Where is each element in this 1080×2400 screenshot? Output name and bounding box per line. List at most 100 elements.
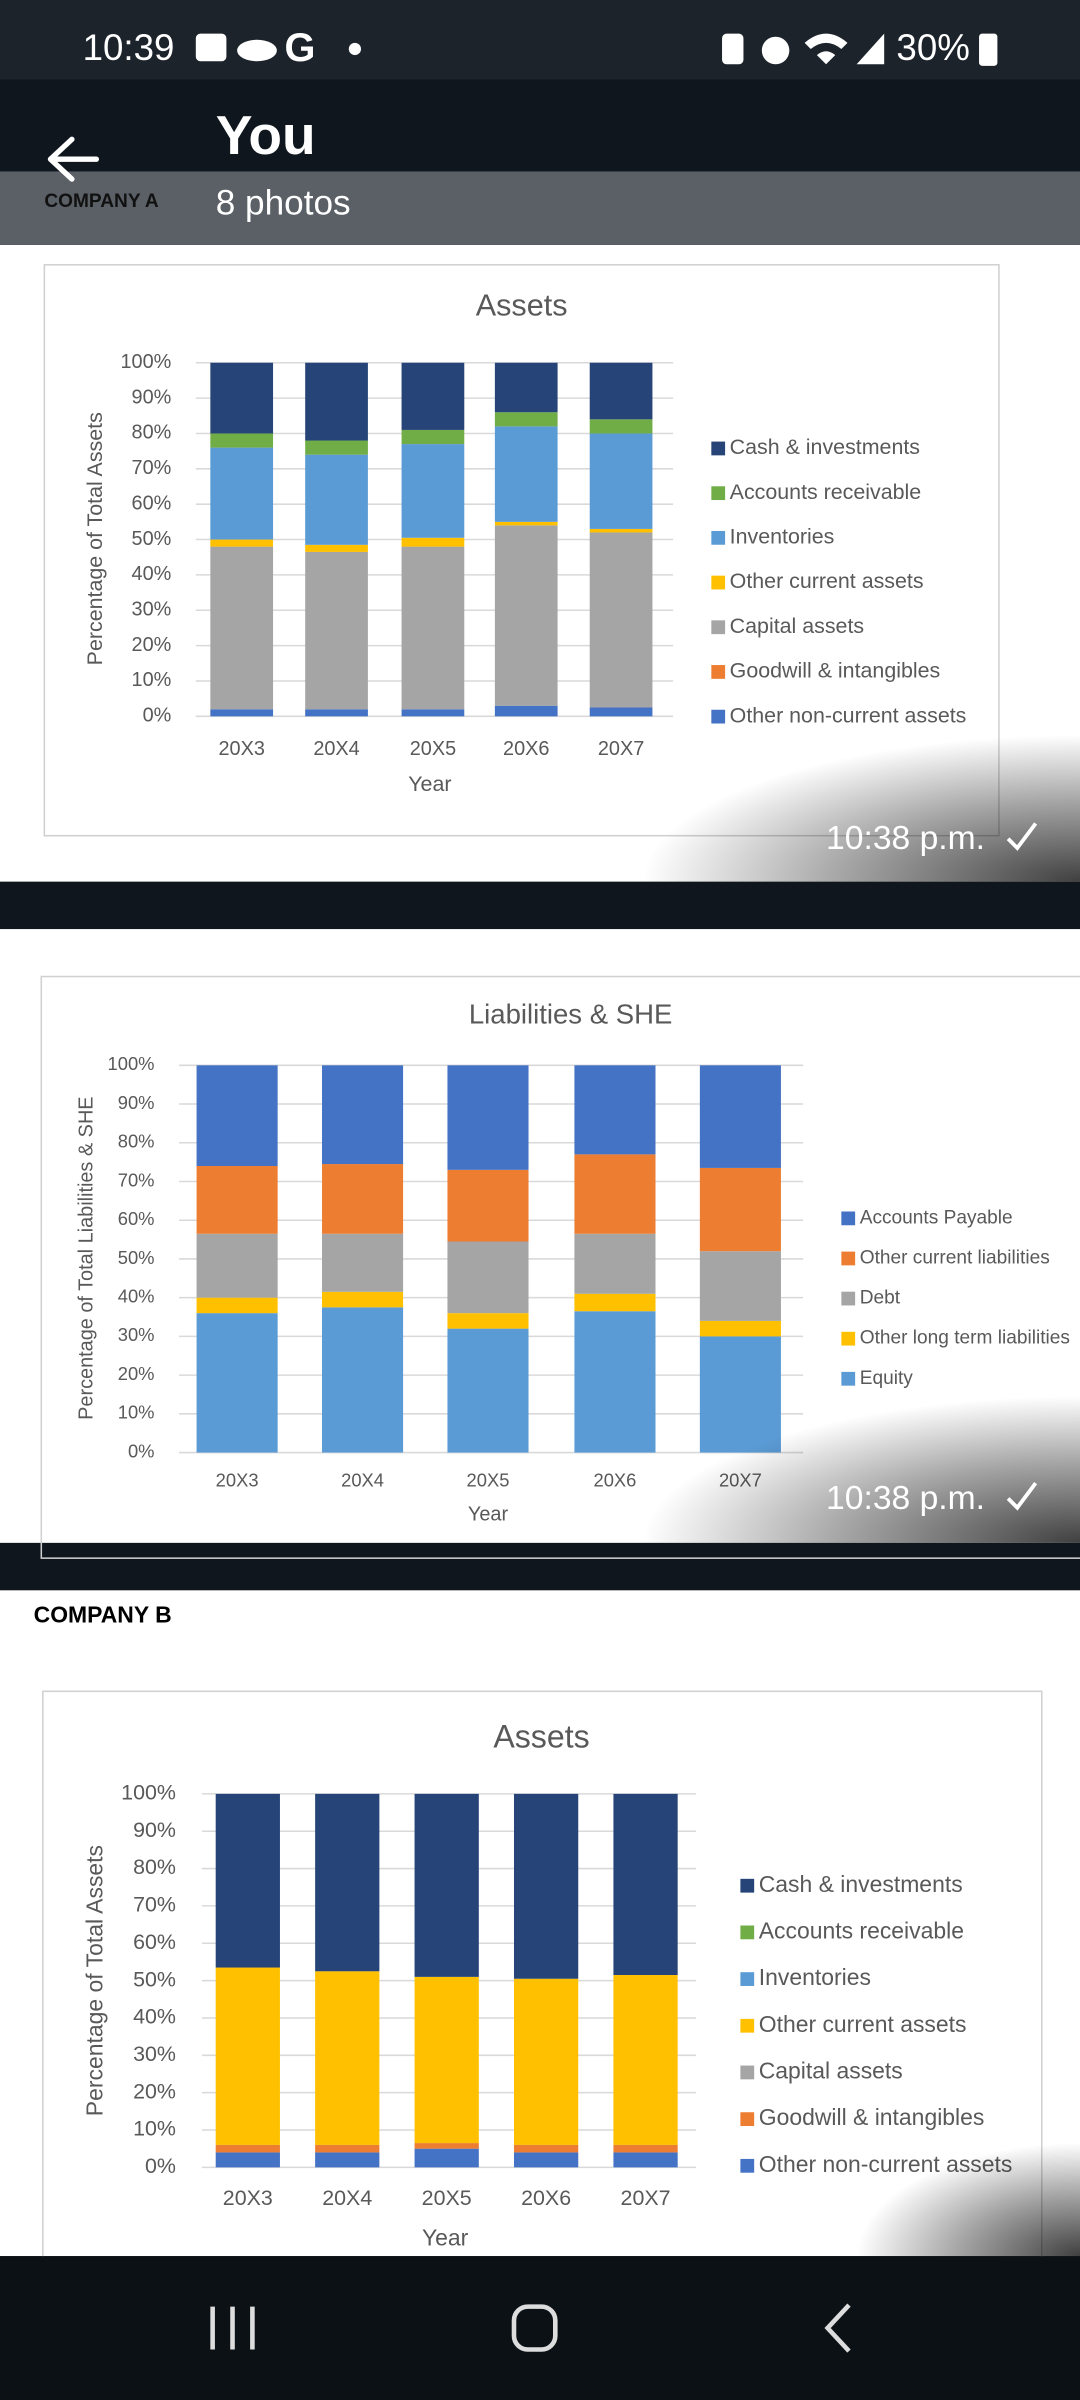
x-tick-label: 20X4 [313, 738, 359, 760]
legend-swatch [711, 486, 726, 501]
bar-segment [414, 2143, 479, 2149]
bar-segment [196, 1233, 278, 1298]
bar-segment [574, 1311, 656, 1453]
recents-button[interactable] [210, 2306, 255, 2350]
legend-swatch [711, 575, 726, 590]
x-tick-label: 20X7 [598, 738, 644, 760]
bar-segment [305, 454, 368, 545]
y-tick-label: 40% [118, 1285, 155, 1306]
bar-segment [215, 2152, 280, 2168]
bar-segment [305, 440, 368, 455]
wifi-icon [804, 33, 848, 65]
bar-segment [322, 1065, 404, 1165]
legend-swatch [740, 1878, 755, 1893]
bar-segment [401, 444, 465, 538]
y-tick-label: 40% [133, 2005, 176, 2029]
bar-segment [401, 546, 465, 710]
chart: Liabilities & SHE Percentage of Total Lia… [75, 999, 1070, 1526]
legend-swatch [841, 1251, 856, 1266]
bar-segment [322, 1307, 404, 1453]
legend-swatch [711, 441, 726, 456]
y-tick-label: 20% [133, 2079, 176, 2103]
legend-swatch [711, 709, 726, 724]
home-button[interactable] [511, 2304, 558, 2352]
bar-segment [196, 1065, 278, 1166]
bar-segment [447, 1328, 529, 1453]
y-axis-label: Percentage of Total Assets [81, 1845, 107, 2116]
bar-segment [322, 1291, 404, 1308]
bar-segment [574, 1233, 656, 1294]
y-tick-label: 50% [132, 528, 172, 550]
bar-segment [574, 1065, 656, 1155]
y-tick-label: 70% [133, 1893, 176, 1917]
chart-title: Assets [476, 289, 568, 323]
x-tick-label: 20X6 [503, 738, 549, 760]
bar-segment [215, 2144, 280, 2153]
status-icons: G [195, 26, 998, 70]
bar-segment [401, 429, 465, 445]
y-tick-label: 70% [132, 457, 172, 479]
bar-segment [401, 362, 465, 430]
bar-segment [589, 362, 653, 420]
bar-segment [196, 1297, 278, 1314]
bar-segment [589, 433, 653, 529]
bar-segment [513, 2144, 579, 2153]
bar-segment [414, 2148, 479, 2168]
bar-segment [401, 709, 465, 717]
y-tick-label: 20% [132, 634, 172, 656]
x-tick-label: 20X5 [422, 2186, 472, 2210]
chart-frame [43, 264, 1000, 837]
legend-swatch [740, 1925, 755, 1940]
chart-title: Liabilities & SHE [469, 999, 672, 1030]
charts: Assets Percentage of Total Assets Year 0% 10… [75, 289, 1070, 2251]
bar-segment [215, 1967, 280, 2145]
battery-saver-icon [722, 33, 744, 65]
bar-segment [699, 1167, 781, 1252]
x-tick-label: 20X5 [467, 1469, 510, 1490]
y-tick-label: 30% [118, 1324, 155, 1345]
x-tick-label: 20X4 [341, 1469, 384, 1490]
x-tick-label: 20X3 [223, 2186, 273, 2210]
legend-label: Other long term liabilities [860, 1328, 1070, 1349]
y-tick-label: 80% [132, 422, 172, 444]
legend-label: Other non-current assets [730, 703, 967, 727]
status-bar [0, 0, 1080, 80]
cloud-icon [237, 39, 277, 62]
app-bar-band [0, 171, 1080, 245]
bar-segment [699, 1065, 781, 1168]
y-tick-label: 40% [132, 563, 172, 585]
y-tick-label: 60% [133, 1930, 176, 1954]
x-tick-label: 20X3 [216, 1469, 259, 1490]
legend-swatch [740, 2158, 755, 2173]
legend-swatch [711, 620, 726, 635]
bar-segment [447, 1169, 529, 1242]
bar-segment [494, 426, 558, 522]
y-tick-label: 60% [132, 492, 172, 514]
y-tick-label: 100% [121, 351, 172, 373]
bar-segment [447, 1241, 529, 1314]
signal-icon [856, 33, 885, 65]
y-tick-label: 80% [133, 1855, 176, 1879]
section-label: COMPANY B [34, 1601, 172, 1627]
bar-segment [315, 2144, 380, 2153]
y-tick-label: 50% [118, 1247, 155, 1268]
x-tick-label: 20X6 [521, 2186, 571, 2210]
bar-segment [589, 707, 653, 717]
back-button[interactable] [47, 136, 100, 182]
bar-segment [315, 1793, 380, 1972]
y-tick-label: 30% [133, 2042, 176, 2066]
y-axis-label: Percentage of Total Assets [83, 412, 107, 665]
x-axis-label: Year [468, 1504, 509, 1526]
section-label: COMPANY A [44, 191, 158, 212]
y-tick-label: 90% [118, 1092, 155, 1113]
legend-label: Accounts receivable [759, 1917, 964, 1943]
legend-label: Accounts receivable [730, 480, 922, 504]
legend-swatch [740, 1972, 755, 1986]
y-tick-label: 80% [118, 1131, 155, 1152]
back-nav-button[interactable] [824, 2303, 851, 2353]
legend-swatch [740, 2018, 755, 2033]
x-tick-label: 20X3 [218, 738, 264, 760]
bar-segment [699, 1251, 781, 1321]
bar-segment [613, 1793, 678, 1976]
bar-segment [322, 1233, 404, 1292]
